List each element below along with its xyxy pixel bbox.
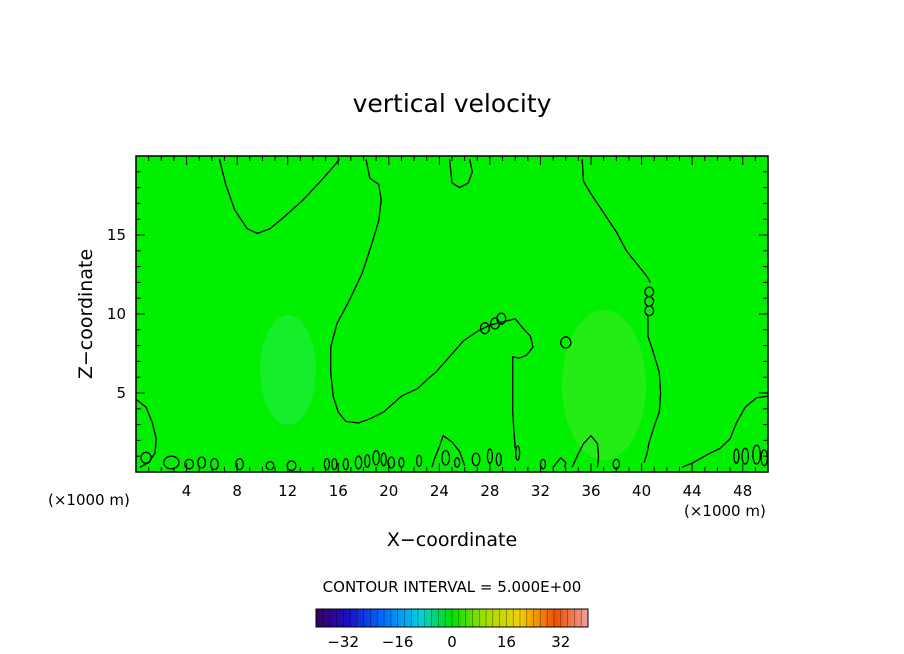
zero-contour-right-lower (643, 315, 662, 463)
y-tick-label: 5 (116, 384, 126, 402)
colorbar-tick-label: 32 (551, 633, 570, 651)
colorbar-tick-label: −16 (382, 633, 414, 651)
colorbar-stripes (322, 609, 582, 627)
surface-cell-19 (441, 450, 451, 466)
surface-cell-2 (163, 455, 180, 470)
contour-lines (135, 158, 769, 472)
x-tick-label: 48 (733, 482, 752, 500)
small-cell-d (560, 336, 572, 349)
surface-cell-10 (331, 457, 338, 471)
x-tick-label: 4 (182, 482, 192, 500)
colorbar-tick-label: 0 (447, 633, 457, 651)
colorbar-ticks: −32 −16 0 16 32 (327, 633, 570, 651)
x-tick-label: 28 (480, 482, 499, 500)
surface-cell-6 (235, 457, 245, 471)
surface-cell-21 (471, 452, 481, 467)
zero-contour-right-edge (681, 395, 769, 468)
small-cell-c (496, 312, 507, 325)
chart-title: vertical velocity (353, 89, 552, 118)
zero-contour-central-cell (330, 159, 534, 449)
zero-contour-upper-left (218, 158, 341, 235)
weak-updraft-shade-left (260, 315, 316, 425)
y-tick-label: 15 (107, 226, 126, 244)
zero-contour-lower-mid-3 (552, 456, 567, 468)
zero-contour-top-blip (448, 159, 473, 189)
zero-contour-lower-mid-2 (431, 434, 466, 468)
x-tick-label: 20 (379, 482, 398, 500)
surface-cell-24 (515, 445, 521, 461)
contour-interval: CONTOUR INTERVAL = 5.000E+00 (323, 578, 582, 596)
surface-cell-29 (752, 444, 762, 465)
surface-cell-15 (380, 452, 387, 467)
surface-cell-20 (453, 457, 461, 468)
velocity-field (136, 156, 768, 472)
surface-cell-23 (495, 452, 502, 467)
surface-cell-14 (372, 450, 381, 466)
x-unit-right: (×1000 m) (684, 502, 766, 520)
surface-cell-3 (184, 458, 195, 470)
small-cell-a (479, 322, 490, 335)
colorbar-tick-label: 16 (497, 633, 516, 651)
x-tick-label: 24 (430, 482, 449, 500)
colorbar-tick-label: −32 (327, 633, 359, 651)
zero-contour-lower-mid (571, 434, 600, 468)
surface-cell-11 (342, 457, 349, 471)
surface-cell-9 (323, 457, 331, 471)
x-tick-label: 8 (232, 482, 242, 500)
x-unit-left: (×1000 m) (48, 491, 130, 509)
surface-cell-27 (733, 448, 740, 464)
x-tick-label: 40 (632, 482, 651, 500)
surface-cell-16 (387, 456, 396, 469)
x-tick-label: 36 (581, 482, 600, 500)
surface-cell-4 (197, 456, 207, 469)
x-tick-label: 44 (683, 482, 702, 500)
x-tick-label: 16 (329, 482, 348, 500)
surface-cell-8 (286, 460, 297, 472)
field-shading (260, 310, 646, 460)
colorbar: −32 −16 0 16 32 (315, 608, 589, 651)
y-axis-label: Z−coordinate (75, 249, 97, 379)
x-tick-label: 12 (278, 482, 297, 500)
surface-cell-18 (415, 454, 423, 468)
surface-cell-5 (209, 457, 219, 471)
x-tick-label: 32 (531, 482, 550, 500)
x-axis-label: X−coordinate (387, 529, 517, 551)
surface-cell-7 (265, 461, 275, 471)
weak-updraft-shade-right (562, 310, 646, 460)
y-tick-label: 10 (107, 305, 126, 323)
surface-cell-1 (140, 451, 152, 464)
surface-cell-28 (741, 447, 750, 465)
surface-cell-13 (364, 453, 371, 468)
small-cell-g (644, 305, 655, 317)
surface-cell-12 (354, 455, 363, 470)
zero-contour-right (581, 159, 651, 283)
